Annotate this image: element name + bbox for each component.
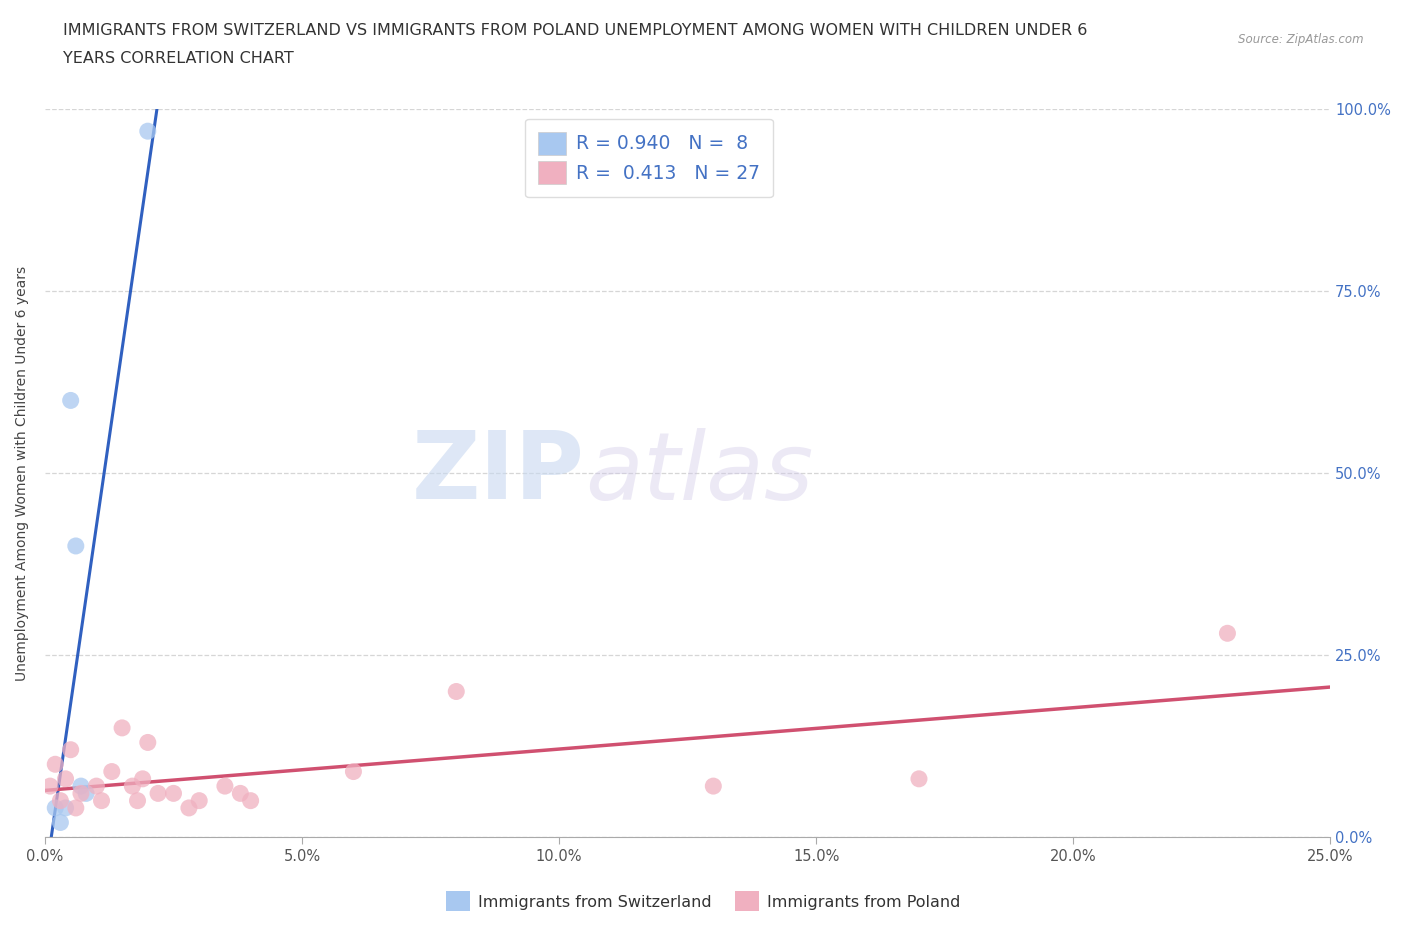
Point — [59, 742, 82, 757]
Point — [70, 778, 93, 793]
Point — [127, 793, 149, 808]
Point — [49, 815, 72, 830]
Point — [214, 778, 236, 793]
Point — [49, 793, 72, 808]
Point — [65, 538, 87, 553]
Legend: Immigrants from Switzerland, Immigrants from Poland: Immigrants from Switzerland, Immigrants … — [439, 885, 967, 917]
Point — [342, 764, 364, 779]
Point — [44, 801, 66, 816]
Point — [702, 778, 724, 793]
Text: ZIP: ZIP — [412, 427, 585, 519]
Point — [121, 778, 143, 793]
Legend: R = 0.940   N =  8, R =  0.413   N = 27: R = 0.940 N = 8, R = 0.413 N = 27 — [526, 119, 773, 197]
Point — [44, 757, 66, 772]
Point — [446, 684, 468, 699]
Point — [101, 764, 124, 779]
Text: IMMIGRANTS FROM SWITZERLAND VS IMMIGRANTS FROM POLAND UNEMPLOYMENT AMONG WOMEN W: IMMIGRANTS FROM SWITZERLAND VS IMMIGRANT… — [63, 23, 1088, 38]
Point — [239, 793, 262, 808]
Point — [229, 786, 252, 801]
Point — [136, 735, 159, 750]
Y-axis label: Unemployment Among Women with Children Under 6 years: Unemployment Among Women with Children U… — [15, 266, 30, 681]
Point — [59, 393, 82, 408]
Point — [86, 778, 108, 793]
Point — [162, 786, 184, 801]
Text: YEARS CORRELATION CHART: YEARS CORRELATION CHART — [63, 51, 294, 66]
Point — [131, 771, 153, 786]
Point — [136, 124, 159, 139]
Point — [111, 721, 134, 736]
Point — [146, 786, 169, 801]
Point — [1216, 626, 1239, 641]
Text: atlas: atlas — [585, 428, 813, 519]
Point — [75, 786, 97, 801]
Point — [65, 801, 87, 816]
Text: Source: ZipAtlas.com: Source: ZipAtlas.com — [1239, 33, 1364, 46]
Point — [188, 793, 211, 808]
Point — [90, 793, 112, 808]
Point — [55, 771, 77, 786]
Point — [55, 801, 77, 816]
Point — [908, 771, 931, 786]
Point — [39, 778, 62, 793]
Point — [177, 801, 200, 816]
Point — [70, 786, 93, 801]
